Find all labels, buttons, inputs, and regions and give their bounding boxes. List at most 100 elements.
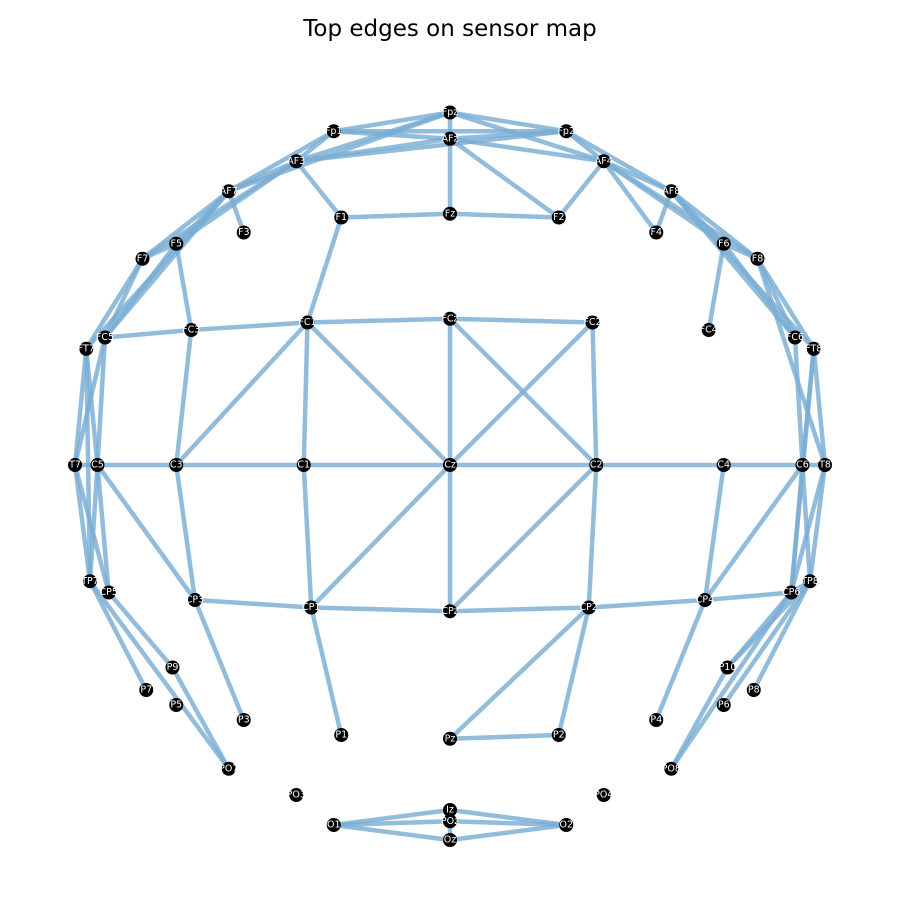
node-Oz: Oz	[443, 833, 457, 847]
node-AF4: AF4	[595, 154, 613, 169]
node-label: P1	[335, 730, 347, 741]
node-AFz: AFz	[442, 131, 458, 146]
edge-Fp1-Fpz	[331, 110, 453, 134]
node-PO7: PO7	[219, 761, 238, 776]
node-dot	[698, 593, 712, 607]
node-dot	[443, 833, 457, 847]
node-FC6: FC6	[786, 330, 804, 345]
edge-FC3-FC1	[189, 320, 310, 333]
node-Fpz: Fpz	[442, 105, 458, 120]
edge-POz-O2	[447, 819, 569, 828]
node-dot	[818, 458, 832, 472]
edge-T7-TP7	[72, 462, 93, 584]
node-label: F2	[553, 212, 565, 223]
node-label: P4	[650, 715, 662, 726]
node-AF8: AF8	[662, 184, 680, 199]
node-label: C5	[91, 460, 104, 471]
node-CPz: CPz	[441, 604, 459, 619]
node-dot	[716, 236, 731, 251]
node-dot	[169, 236, 184, 251]
node-dot	[300, 315, 315, 330]
node-Fz: Fz	[443, 206, 457, 221]
node-label: Cz	[444, 460, 456, 471]
edge-C5-CP5	[95, 462, 111, 595]
node-dot	[443, 803, 457, 817]
edge-CP1-P1	[309, 605, 344, 738]
node-dot	[551, 728, 566, 742]
edge-C6-TP8	[800, 462, 813, 584]
edge-C1-CP1	[301, 462, 314, 610]
edge-CPz-CP2	[447, 605, 591, 614]
node-dot	[169, 458, 184, 472]
node-label: F1	[335, 212, 347, 223]
edge-AF8-F4	[654, 189, 674, 235]
edge-FC5-FC3	[102, 327, 194, 340]
node-F5: F5	[169, 236, 184, 251]
node-F7: F7	[135, 251, 150, 266]
node-label: AF3	[287, 156, 305, 167]
node-P1: P1	[334, 728, 349, 742]
node-dot	[98, 330, 112, 345]
node-dot	[559, 124, 574, 139]
edge-CP3-P3	[192, 597, 246, 723]
edge-Cz-CP1	[309, 462, 453, 610]
node-label: AF4	[595, 156, 613, 167]
edge-C2-CPz	[447, 462, 599, 614]
node-Fp1: Fp1	[325, 124, 343, 139]
node-dot	[289, 788, 304, 802]
node-dot	[664, 761, 679, 776]
node-label: T7	[68, 460, 81, 471]
edge-F5-FC5	[102, 241, 179, 340]
edge-AF4-F2	[556, 159, 606, 220]
node-T7: T7	[68, 458, 82, 472]
edge-AF3-Fp2	[294, 129, 569, 164]
edge-C6-CP4	[702, 462, 805, 603]
node-PO3: PO3	[287, 788, 306, 802]
node-label: C3	[170, 460, 183, 471]
node-F4: F4	[649, 225, 664, 240]
node-label: AF7	[220, 186, 238, 197]
edge-FC1-C3	[174, 320, 310, 468]
node-FT8: FT8	[805, 341, 822, 356]
node-dot	[716, 698, 731, 712]
edge-F6-FC4	[706, 241, 726, 333]
node-label: C2	[590, 460, 603, 471]
edge-FC1-C1	[301, 320, 310, 468]
node-label: FC3	[182, 325, 200, 336]
edge-FC1-FCz	[305, 316, 453, 325]
node-dot	[585, 315, 600, 330]
edge-F8-FT8	[755, 256, 816, 351]
node-dot	[443, 458, 457, 472]
node-CP4: CP4	[696, 593, 714, 607]
node-label: Fp1	[325, 126, 343, 137]
node-label: POz	[441, 816, 459, 827]
edge-F8-T8	[755, 256, 828, 468]
edge-Pz-P2	[447, 732, 561, 741]
edge-CP3-CP1	[192, 597, 314, 610]
node-dot	[296, 458, 311, 472]
node-CP3: CP3	[186, 593, 204, 607]
node-label: P8	[748, 685, 760, 696]
edge-F1-FC1	[305, 215, 344, 325]
node-dot	[559, 818, 574, 832]
node-P8: P8	[746, 683, 761, 697]
node-dot	[720, 660, 735, 675]
node-label: CP4	[696, 595, 714, 606]
node-label: FT8	[805, 343, 822, 354]
node-label: Oz	[444, 835, 456, 846]
node-label: CP2	[580, 602, 598, 613]
node-dot	[184, 323, 199, 337]
node-C1: C1	[296, 458, 311, 472]
node-label: Fpz	[442, 107, 458, 118]
edge-CP4-CP6	[702, 590, 794, 603]
node-CP2: CP2	[580, 600, 598, 615]
node-dot	[701, 323, 716, 337]
node-P7: P7	[139, 683, 154, 697]
node-TP7: TP7	[80, 574, 99, 589]
node-label: P10	[719, 662, 737, 673]
edge-F5-FC3	[174, 241, 194, 333]
node-dot	[443, 131, 457, 146]
node-dot	[649, 713, 664, 727]
node-label: PO8	[662, 763, 681, 774]
node-dot	[443, 206, 457, 221]
